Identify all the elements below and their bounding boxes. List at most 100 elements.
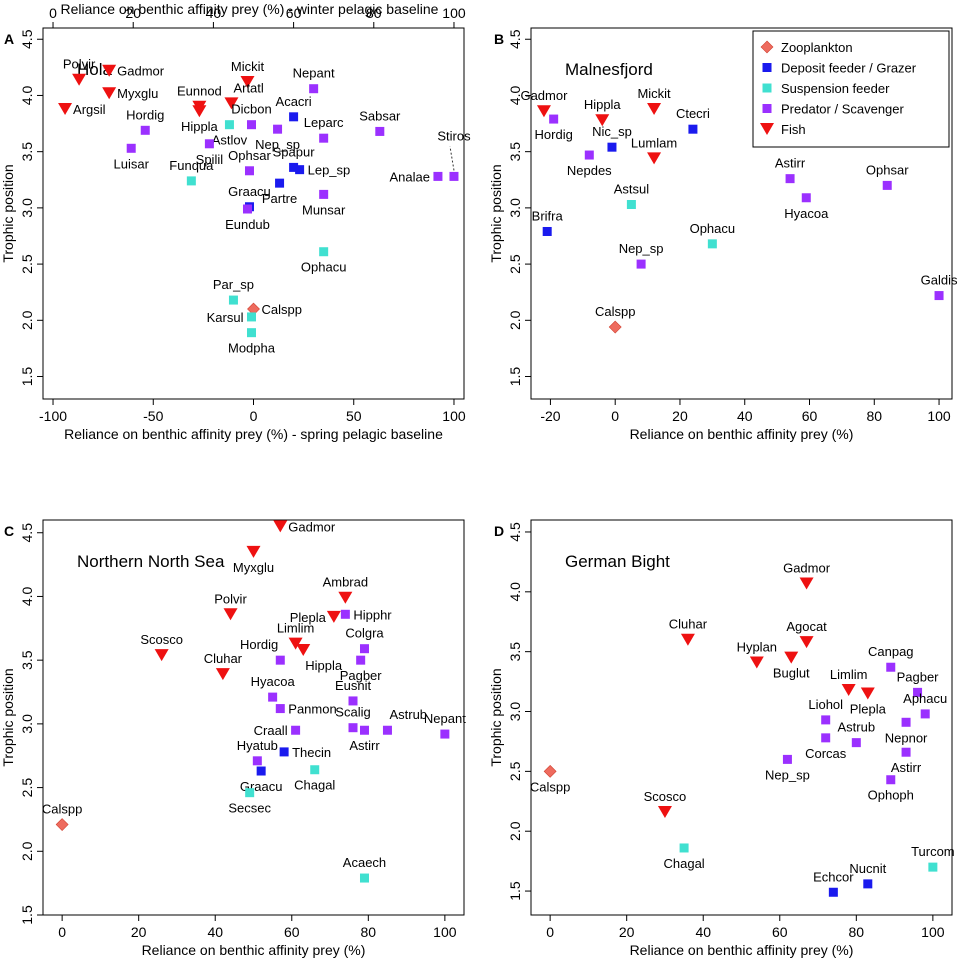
- data-point: [607, 142, 617, 152]
- data-point: [647, 102, 662, 115]
- top-x-tick-label: 80: [366, 5, 382, 21]
- y-tick-label: 4.0: [507, 582, 523, 602]
- point-label: Calspp: [595, 304, 635, 319]
- panel-letter: B: [494, 31, 504, 47]
- point-label: Artatl: [233, 80, 263, 95]
- point-label: Cluhar: [204, 651, 243, 666]
- plot-frame: [42, 519, 465, 916]
- data-point: [279, 747, 289, 757]
- x-tick-label: 20: [672, 408, 688, 424]
- y-tick-label: 3.0: [507, 702, 523, 722]
- point-label: Turcom: [911, 844, 955, 859]
- point-label: Colgra: [345, 626, 384, 641]
- data-point: [126, 143, 136, 153]
- y-tick-label: 3.5: [507, 142, 523, 162]
- legend-label: Fish: [781, 122, 806, 137]
- legend-label: Suspension feeder: [781, 81, 890, 96]
- point-label: Secsec: [228, 801, 271, 816]
- top-x-tick-label: 60: [286, 5, 302, 21]
- data-point: [913, 687, 923, 697]
- legend-marker: [760, 40, 774, 54]
- x-tick-label: 20: [619, 924, 635, 940]
- point-label: Pagber: [340, 668, 383, 683]
- data-point: [821, 733, 831, 743]
- point-label: Echcor: [813, 869, 854, 884]
- y-tick-label: 1.5: [507, 367, 523, 387]
- data-point: [785, 174, 795, 184]
- y-axis-label: Trophic position: [488, 164, 504, 262]
- data-point: [192, 105, 207, 118]
- point-label: Gadmor: [520, 88, 568, 103]
- point-label: Hippla: [181, 119, 219, 134]
- x-axis-label: Reliance on benthic affinity prey (%): [630, 426, 854, 442]
- data-point: [680, 633, 695, 646]
- y-tick-label: 4.5: [507, 29, 523, 49]
- y-tick-label: 3.0: [19, 714, 35, 734]
- point-label: Nep_sp: [255, 137, 300, 152]
- data-point: [707, 239, 717, 249]
- point-label: Ophacu: [690, 221, 736, 236]
- leader-line: [449, 146, 455, 171]
- data-point: [319, 189, 329, 199]
- data-point: [268, 692, 278, 702]
- point-label: Astsul: [614, 182, 650, 197]
- panel-C: C Northern North Sea 0 20 40 60 80 100 Reliance …: [0, 519, 466, 958]
- legend-marker: [760, 123, 774, 135]
- data-point: [679, 843, 689, 853]
- point-label: Hordig: [126, 107, 164, 122]
- point-label: Ctecri: [676, 106, 710, 121]
- panel-B: B Malnesfjord -20 0 20 40 60 80 100 Reliance on b…: [488, 27, 958, 442]
- data-point: [140, 125, 150, 135]
- data-point: [338, 591, 353, 604]
- point-label: Canpag: [868, 644, 914, 659]
- panel-letter: C: [4, 523, 14, 539]
- point-label: Calspp: [262, 302, 302, 317]
- data-point: [273, 520, 288, 533]
- data-point: [549, 114, 559, 124]
- point-label: Nepant: [293, 66, 335, 81]
- legend-marker: [762, 83, 772, 93]
- x-tick-label: 60: [284, 924, 300, 940]
- point-label: Ophsar: [228, 148, 271, 163]
- point-label: Astirr: [775, 156, 806, 171]
- point-label: Polvir: [214, 591, 247, 606]
- point-label: Corcas: [805, 746, 847, 761]
- data-point: [934, 291, 944, 301]
- x-tick-label: 80: [849, 924, 865, 940]
- point-label: Liohol: [808, 697, 843, 712]
- point-label: Dicbon: [231, 102, 271, 117]
- data-point: [799, 636, 814, 649]
- data-point: [928, 862, 938, 872]
- y-tick-label: 4.0: [19, 86, 35, 106]
- y-tick-label: 2.0: [507, 310, 523, 330]
- data-point: [58, 102, 73, 115]
- point-label: Nucnit: [849, 861, 886, 876]
- data-point: [449, 171, 459, 181]
- data-point: [657, 806, 672, 819]
- data-point: [860, 687, 875, 700]
- data-point: [102, 64, 117, 77]
- legend-label: Zooplankton: [781, 40, 853, 55]
- point-label: Ophacu: [301, 260, 347, 275]
- plot-frame: [530, 519, 953, 916]
- panel-title: German Bight: [565, 552, 670, 571]
- data-point: [275, 704, 285, 714]
- data-point: [375, 126, 385, 136]
- point-label: Agocat: [786, 619, 827, 634]
- legend: Zooplankton Deposit feeder / Grazer Suspen…: [752, 30, 950, 148]
- point-label: Chagal: [294, 778, 335, 793]
- y-tick-label: 4.0: [19, 587, 35, 607]
- point-label: Spilil: [196, 152, 224, 167]
- data-point: [246, 120, 256, 130]
- x-tick-label: 40: [737, 408, 753, 424]
- data-point: [382, 725, 392, 735]
- data-point: [246, 312, 256, 322]
- plot-frame: [530, 27, 953, 400]
- point-label: Luisar: [113, 156, 149, 171]
- data-point: [626, 200, 636, 210]
- data-point: [102, 87, 117, 100]
- x-tick-label: 60: [802, 408, 818, 424]
- data-point: [273, 124, 283, 134]
- y-tick-label: 4.0: [507, 86, 523, 106]
